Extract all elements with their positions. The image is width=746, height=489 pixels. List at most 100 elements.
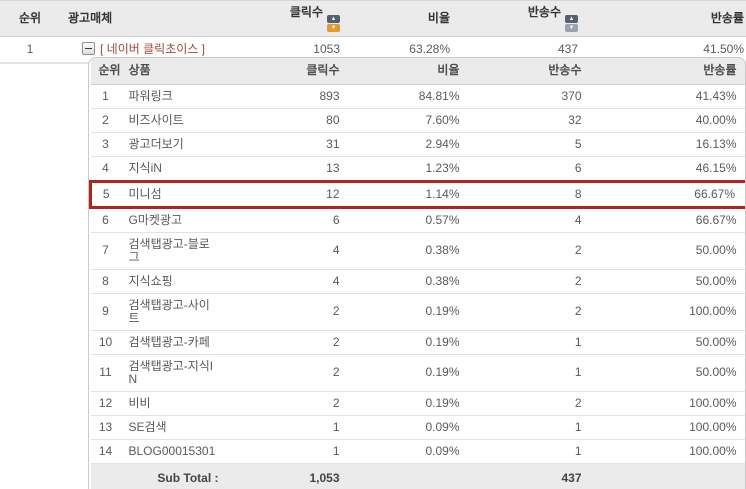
product-rank: 5: [89, 179, 121, 209]
product-bounce_rate: 66.67%: [589, 179, 745, 209]
product-ratio: 0.57%: [347, 207, 468, 233]
product-rank: 13: [90, 415, 121, 440]
product-ratio: 7.60%: [347, 108, 468, 133]
product-clicks: 2: [226, 330, 348, 355]
product-row-highlighted: 5 미니섬 12 1.14% 8 66.67%: [89, 179, 745, 209]
product-clicks: 12: [226, 179, 348, 209]
product-ratio: 1.23%: [347, 156, 468, 182]
product-rank: 7: [90, 232, 121, 270]
collapse-toggle-icon[interactable]: [82, 42, 95, 55]
sort-clicks-icon[interactable]: [327, 15, 340, 32]
product-rank: 9: [90, 293, 121, 331]
product-ratio: 0.38%: [347, 269, 468, 294]
product-rank: 1: [90, 84, 121, 109]
product-row: 12 비비 2 0.19% 2 100.00%: [90, 391, 745, 416]
media-name-link[interactable]: [ 네이버 클릭초이스 ]: [100, 42, 205, 56]
product-rank: 8: [90, 269, 121, 294]
product-rank: 14: [90, 439, 121, 464]
product-bounce_rate: 41.43%: [589, 84, 745, 109]
product-rank: 4: [90, 156, 121, 182]
product-product: 광고더보기: [120, 132, 227, 157]
product-row: 1 파워링크 893 84.81% 370 41.43%: [90, 84, 745, 109]
media-col-rank: 순위: [0, 0, 60, 37]
product-product: 검색탭광고-지식IN: [120, 354, 227, 392]
product-bounce_rate: 46.15%: [589, 156, 745, 182]
product-bounces: 6: [467, 156, 590, 182]
product-bounce_rate: 100.00%: [589, 391, 745, 416]
product-col-ratio: 비율: [347, 58, 468, 85]
sort-bounces-icon[interactable]: [565, 15, 578, 32]
sort-up-icon[interactable]: [327, 15, 340, 23]
product-ratio: 0.38%: [347, 232, 468, 270]
media-col-bounce-rate: 반송률: [586, 0, 746, 37]
product-bounce_rate: 66.67%: [589, 207, 745, 233]
product-bounces: 8: [467, 179, 590, 209]
product-clicks: 4: [226, 232, 348, 270]
product-bounces: 2: [467, 293, 590, 331]
product-ratio: 0.19%: [347, 354, 468, 392]
product-bounces: 2: [467, 391, 590, 416]
product-row: 9 검색탭광고-사이트 2 0.19% 2 100.00%: [90, 293, 745, 331]
product-bounces: 4: [467, 207, 590, 233]
product-product: 비즈사이트: [120, 108, 227, 133]
product-product: 지식쇼핑: [120, 269, 227, 294]
product-bounce_rate: 100.00%: [589, 415, 745, 440]
product-ratio: 0.19%: [347, 293, 468, 331]
product-row: 13 SE검색 1 0.09% 1 100.00%: [90, 415, 745, 440]
product-product: 검색탭광고-카페: [120, 330, 227, 355]
subtotal-label: Sub Total :: [120, 463, 227, 489]
product-clicks: 80: [226, 108, 348, 133]
subtotal-clicks: 1,053: [226, 463, 348, 489]
subtotal-spacer: [90, 463, 121, 489]
product-rank: 6: [90, 207, 121, 233]
product-product: 파워링크: [120, 84, 227, 109]
product-product: 미니섬: [120, 179, 227, 209]
product-ratio: 2.94%: [347, 132, 468, 157]
product-col-bounce-rate: 반송률: [589, 58, 745, 85]
product-clicks: 31: [226, 132, 348, 157]
product-rank: 3: [90, 132, 121, 157]
sort-down-icon[interactable]: [327, 24, 340, 32]
product-rank: 10: [90, 330, 121, 355]
subtotal-bounces: 437: [467, 463, 590, 489]
product-clicks: 2: [226, 354, 348, 392]
product-product: 검색탭광고-사이트: [120, 293, 227, 331]
product-bounces: 32: [467, 108, 590, 133]
product-product: SE검색: [120, 415, 227, 440]
product-clicks: 2: [226, 293, 348, 331]
media-rank: 1: [0, 36, 60, 64]
subtotal-row: Sub Total : 1,053 437: [90, 463, 745, 489]
product-ratio: 0.09%: [347, 415, 468, 440]
product-ratio: 1.14%: [347, 179, 468, 209]
product-rank: 12: [90, 391, 121, 416]
sort-down-icon[interactable]: [565, 24, 578, 32]
product-ratio: 0.09%: [347, 439, 468, 464]
product-bounce_rate: 40.00%: [589, 108, 745, 133]
product-bounces: 1: [467, 354, 590, 392]
product-product: 지식iN: [120, 156, 227, 182]
product-product: 비비: [120, 391, 227, 416]
product-row: 10 검색탭광고-카페 2 0.19% 1 50.00%: [90, 330, 745, 355]
product-row: 2 비즈사이트 80 7.60% 32 40.00%: [90, 108, 745, 133]
product-clicks: 6: [226, 207, 348, 233]
product-ratio: 0.19%: [347, 391, 468, 416]
product-col-clicks: 클릭수: [226, 58, 348, 85]
product-table: 순위 상품 클릭수 비율 반송수 반송률 1 파워링크 893 84.81% 3…: [89, 58, 745, 489]
sort-up-icon[interactable]: [565, 15, 578, 23]
product-product: BLOG00015301: [120, 439, 227, 464]
product-bounce_rate: 16.13%: [589, 132, 745, 157]
product-bounce_rate: 100.00%: [589, 439, 745, 464]
product-clicks: 4: [226, 269, 348, 294]
product-col-bounces: 반송수: [467, 58, 590, 85]
product-clicks: 1: [226, 415, 348, 440]
product-row: 4 지식iN 13 1.23% 6 46.15%: [90, 156, 745, 182]
product-bounce_rate: 50.00%: [589, 330, 745, 355]
product-rank: 2: [90, 108, 121, 133]
subtotal-spacer: [589, 463, 745, 489]
product-bounce_rate: 100.00%: [589, 293, 745, 331]
product-col-product: 상품: [120, 58, 227, 85]
product-bounces: 1: [467, 415, 590, 440]
media-col-media: 광고매체: [60, 0, 280, 37]
product-col-rank: 순위: [90, 58, 121, 85]
product-bounces: 370: [467, 84, 590, 109]
